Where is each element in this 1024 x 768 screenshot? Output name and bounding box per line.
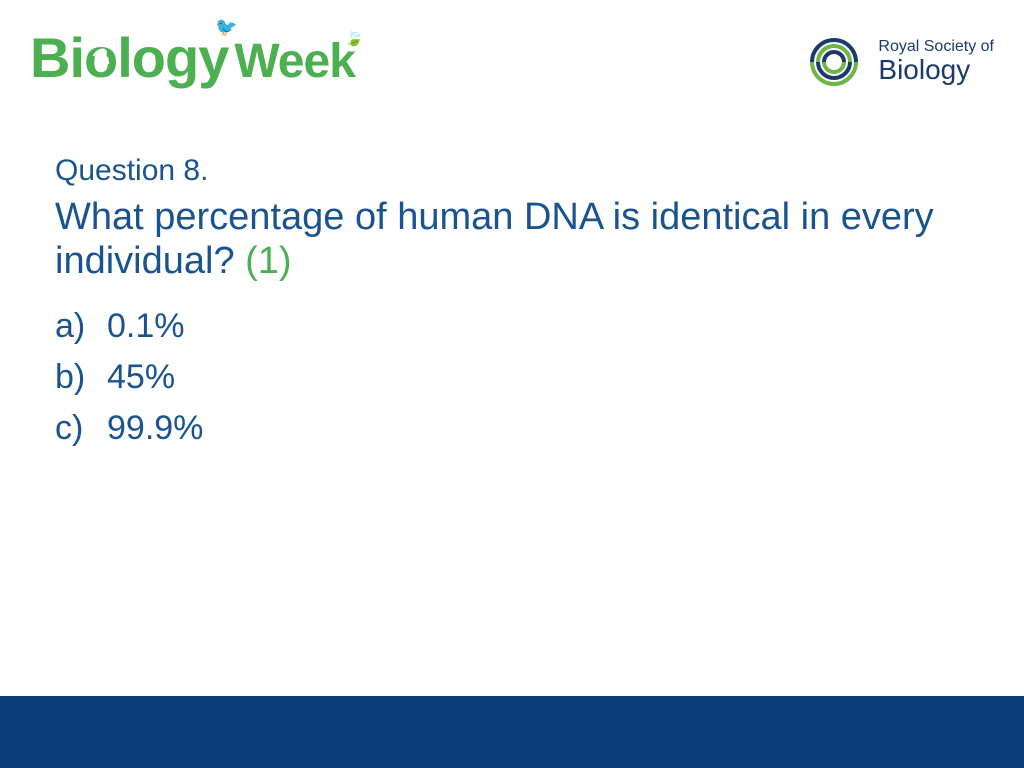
bird-icon: 🐦 bbox=[215, 17, 236, 38]
logo-letter: e bbox=[303, 35, 329, 88]
question-points: (1) bbox=[245, 240, 291, 282]
rsb-line1: Royal Society of bbox=[878, 38, 994, 56]
logo-part: logy bbox=[117, 26, 228, 89]
option-c: c) 99.9% bbox=[55, 403, 969, 454]
question-body: What percentage of human DNA is identica… bbox=[55, 196, 934, 282]
footer-bar bbox=[0, 696, 1024, 768]
logo-e-gear: e bbox=[303, 35, 329, 88]
option-letter: a) bbox=[55, 301, 107, 352]
slide-header: Bio⚗logy 🐦 Week 🍃 Royal Society of Biolo… bbox=[0, 0, 1024, 94]
option-text: 99.9% bbox=[107, 403, 203, 454]
slide-content: Question 8. What percentage of human DNA… bbox=[0, 94, 1024, 454]
logo-part: Bi bbox=[30, 26, 84, 89]
option-b: b) 45% bbox=[55, 352, 969, 403]
option-letter: b) bbox=[55, 352, 107, 403]
logo-o-flask: o⚗ bbox=[84, 25, 117, 90]
leaf-icon: 🍃 bbox=[344, 28, 363, 48]
rsb-text: Royal Society of Biology bbox=[878, 38, 994, 86]
option-text: 0.1% bbox=[107, 301, 185, 352]
logo-week-text: Week 🍃 bbox=[234, 34, 355, 89]
logo-biology-text: Bio⚗logy 🐦 bbox=[30, 25, 228, 90]
answer-options: a) 0.1% b) 45% c) 99.9% bbox=[55, 301, 969, 454]
question-text: What percentage of human DNA is identica… bbox=[55, 196, 969, 283]
option-letter: c) bbox=[55, 403, 107, 454]
logo-part: We bbox=[234, 35, 303, 88]
rsb-line2: Biology bbox=[878, 55, 994, 86]
flask-icon: ⚗ bbox=[92, 44, 109, 69]
biology-week-logo: Bio⚗logy 🐦 Week 🍃 bbox=[30, 25, 355, 90]
question-label: Question 8. bbox=[55, 154, 969, 188]
rsb-logo: Royal Society of Biology bbox=[802, 30, 994, 94]
rsb-swirl-icon bbox=[802, 30, 866, 94]
option-a: a) 0.1% bbox=[55, 301, 969, 352]
option-text: 45% bbox=[107, 352, 175, 403]
